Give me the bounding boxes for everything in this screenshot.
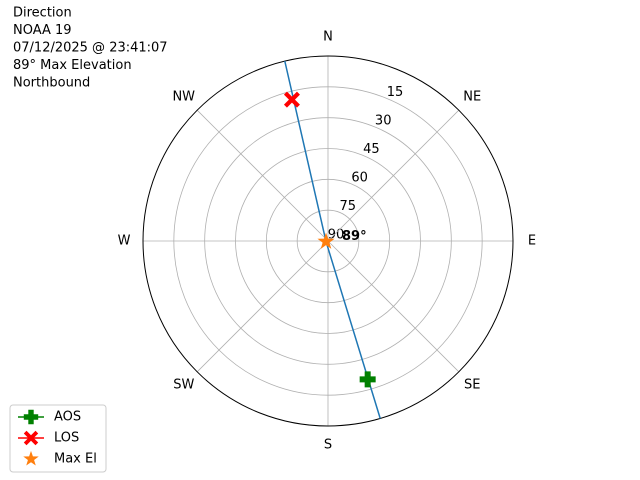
grid-spoke [196, 109, 329, 242]
title-line: NOAA 19 [13, 23, 72, 38]
direction-label: NE [463, 89, 481, 104]
direction-label: E [528, 234, 536, 249]
value-label: 89° [342, 229, 367, 244]
title-line: 89° Max Elevation [13, 58, 132, 73]
r-tick-label: 15 [387, 85, 404, 100]
direction-label: SE [464, 378, 480, 393]
point-marker [359, 371, 376, 388]
direction-label: SW [173, 378, 194, 393]
legend: AOS LOS Max El [9, 404, 107, 473]
title-line: 07/12/2025 @ 23:41:07 [13, 41, 168, 56]
legend-label: LOS [54, 431, 79, 446]
r-tick-label: 75 [340, 199, 357, 214]
legend-marker [23, 450, 39, 466]
title-line: Northbound [13, 76, 90, 91]
r-tick-label: 30 [375, 114, 392, 129]
legend-label: AOS [54, 410, 81, 425]
legend-box [9, 404, 107, 473]
r-tick-label: 45 [363, 142, 380, 157]
title-line: Direction [13, 6, 72, 21]
legend-marker [23, 409, 39, 425]
grid-spoke [327, 240, 460, 373]
legend-label: Max El [54, 452, 97, 467]
outer-ring [142, 55, 514, 427]
grid-spoke [196, 240, 329, 373]
point-marker [317, 232, 335, 249]
legend-marker [23, 430, 39, 446]
direction-label: NW [172, 89, 195, 104]
direction-label: S [324, 438, 332, 453]
point-marker [283, 91, 300, 108]
r-tick-label: 60 [351, 171, 368, 186]
grid-spoke [327, 109, 460, 242]
direction-label: N [323, 30, 333, 45]
direction-label: W [118, 234, 131, 249]
